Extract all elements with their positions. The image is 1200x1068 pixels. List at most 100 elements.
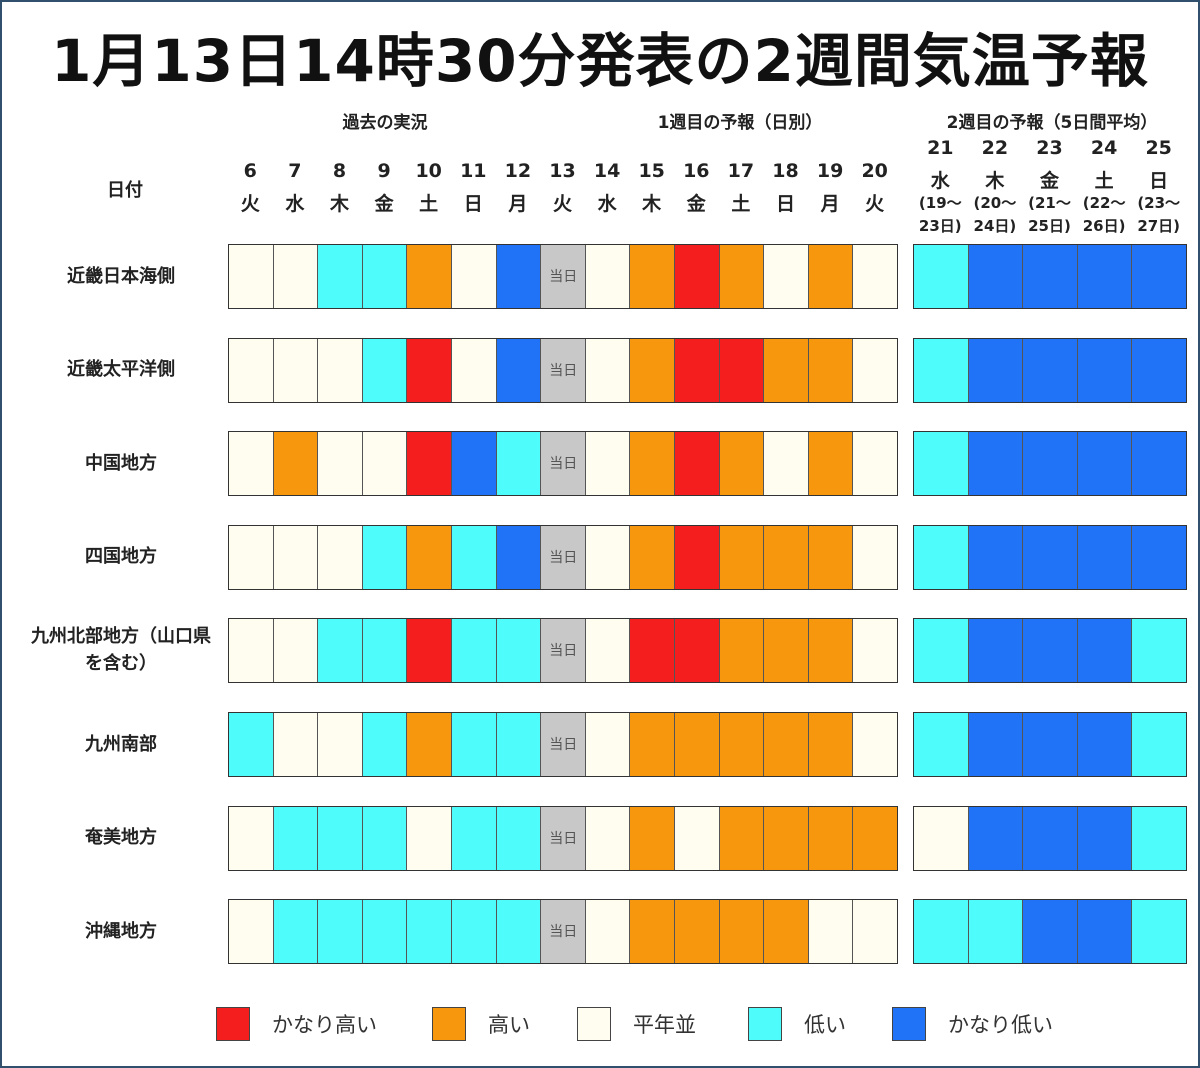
heatmap-cell [406,899,452,964]
week2-cell [1131,244,1187,308]
heatmap-cell [718,899,764,964]
day-number-label: 11 [460,160,487,182]
week2-cell [1131,431,1187,496]
weekday-label: 日 [463,193,483,215]
week2-day-label: 22 [981,137,1009,159]
weekday-label: 日 [775,193,795,215]
legend-label: 低い [804,1013,846,1037]
day-number-label: 13 [549,160,576,182]
heatmap-cell [763,805,809,870]
weekday-label: 月 [508,193,528,215]
heatmap-cell [629,899,675,964]
week2-cell [1076,337,1132,402]
week2-cell [913,244,969,308]
heatmap-cell [674,431,720,496]
heatmap-cell [451,524,497,589]
week2-cell [913,431,969,496]
day-number-label: 9 [377,160,391,182]
week2-cell [967,337,1023,402]
heatmap-cell: 当日 [540,244,586,308]
heatmap-cell [763,524,809,589]
legend-swatch [216,1007,250,1041]
heatmap-cell [584,712,630,776]
legend-item: かなり低い [892,1006,1053,1042]
heatmap-cell [406,244,452,308]
week2-cell [967,524,1023,589]
heatmap-cell [584,618,630,683]
week2-cell [1131,337,1187,402]
heatmap-cell [718,337,764,402]
heatmap-cell [807,244,853,308]
heatmap-cell [718,524,764,589]
legend-label: 高い [488,1013,530,1037]
week2-cell [1022,712,1078,776]
heatmap-cell [495,805,541,870]
week2-cell [1022,618,1078,683]
heatmap-cell [584,899,630,964]
day-number-label: 12 [504,160,532,182]
week2-cell [1022,244,1078,308]
legend-item: 平年並 [577,1006,696,1042]
heatmap-cell [807,337,853,402]
heatmap-cell [228,899,274,964]
heatmap-cell [317,618,363,683]
heatmap-cell [495,244,541,308]
heatmap-cell [807,805,853,870]
heatmap-cell [495,431,541,496]
heatmap-cell [406,805,452,870]
week2-cell [967,618,1023,683]
heatmap-cell [718,618,764,683]
weekday-label: 水 [597,193,617,215]
heatmap-cell [272,524,318,589]
heatmap-cell [228,618,274,683]
heatmap-cell [228,805,274,870]
week2-cell [913,618,969,683]
heatmap-cell [629,618,675,683]
heatmap-cell [361,618,407,683]
heatmap-cell [807,618,853,683]
heatmap-cell [272,244,318,308]
week2-day-label: 24 [1090,137,1118,159]
heatmap-cell [317,337,363,402]
heatmap-cell [674,524,720,589]
day-number-label: 19 [816,160,844,182]
week2-cell [1022,431,1078,496]
legend-swatch [577,1007,611,1041]
week2-cell [913,899,969,964]
day-number-label: 20 [861,160,888,182]
week2-range-start: (19～ [918,194,962,212]
heatmap-cell [852,337,898,402]
day-number-label: 10 [415,160,442,182]
heatmap-cell [674,712,720,776]
heatmap-cell [629,524,675,589]
week2-cell [913,337,969,402]
week2-day-label: 21 [927,137,954,159]
region-label: 沖縄地方 [85,920,157,942]
weekday-label: 火 [552,193,572,215]
week2-cell [1076,712,1132,776]
heatmap-cell [629,431,675,496]
heatmap-cell [272,712,318,776]
heatmap-cell: 当日 [540,899,586,964]
heatmap-cell [763,244,809,308]
heatmap-cell [718,805,764,870]
heatmap-cell [317,431,363,496]
day-number-label: 8 [332,160,347,182]
heatmap-cell [361,524,407,589]
week2-weekday-label: 水 [930,170,950,192]
week2-cell [1131,524,1187,589]
weekday-label: 土 [419,193,439,215]
heatmap-cell [272,899,318,964]
week2-cell [1131,712,1187,776]
heatmap-cell [406,431,452,496]
heatmap-cell: 当日 [540,805,586,870]
weekday-label: 月 [820,193,840,215]
week2-cell [913,524,969,589]
day-number-label: 17 [727,160,755,182]
heatmap-cell [317,899,363,964]
week2-cell [1131,899,1187,964]
heatmap-cell [228,244,274,308]
heatmap-cell [406,524,452,589]
heatmap-cell [852,618,898,683]
legend-swatch [892,1007,926,1041]
